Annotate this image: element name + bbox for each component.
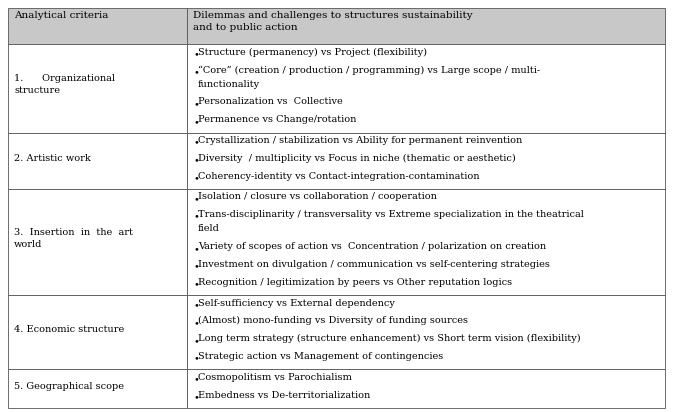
Text: •: • [194, 301, 200, 310]
Text: Self-sufficiency vs External dependency: Self-sufficiency vs External dependency [198, 299, 394, 307]
Text: Dilemmas and challenges to structures sustainability
and to public action: Dilemmas and challenges to structures su… [192, 11, 472, 32]
Bar [186, 44, 665, 133]
Text: •: • [194, 262, 200, 272]
Text: Isolation / closure vs collaboration / cooperation: Isolation / closure vs collaboration / c… [198, 192, 437, 201]
Text: Coherency-identity vs Contact-integration-contamination: Coherency-identity vs Contact-integratio… [198, 172, 479, 180]
Text: (Almost) mono-funding vs Diversity of funding sources: (Almost) mono-funding vs Diversity of fu… [198, 316, 468, 325]
Text: •: • [194, 118, 200, 127]
Text: •: • [194, 319, 200, 328]
Text: Crystallization / stabilization vs Ability for permanent reinvention: Crystallization / stabilization vs Abili… [198, 136, 522, 145]
Text: •: • [194, 355, 200, 364]
Bar [186, 8, 665, 44]
Bar [8, 370, 186, 408]
Bar [186, 189, 665, 295]
Text: •: • [194, 68, 200, 77]
Text: Investment on divulgation / communication vs self-centering strategies: Investment on divulgation / communicatio… [198, 260, 550, 269]
Text: Cosmopolitism vs Parochialism: Cosmopolitism vs Parochialism [198, 373, 351, 382]
Text: functionality: functionality [198, 80, 260, 89]
Text: Personalization vs  Collective: Personalization vs Collective [198, 98, 343, 106]
Text: •: • [194, 337, 200, 346]
Text: Structure (permanency) vs Project (flexibility): Structure (permanency) vs Project (flexi… [198, 48, 427, 57]
Text: •: • [194, 281, 200, 289]
Text: Permanence vs Change/rotation: Permanence vs Change/rotation [198, 115, 356, 124]
Text: Embedness vs De-territorialization: Embedness vs De-territorialization [198, 391, 370, 400]
Text: •: • [194, 375, 200, 384]
Bar [186, 370, 665, 408]
Text: “Core” (creation / production / programming) vs Large scope / multi-: “Core” (creation / production / programm… [198, 66, 540, 75]
Bar [8, 133, 186, 189]
Text: 2. Artistic work: 2. Artistic work [14, 154, 91, 163]
Text: Strategic action vs Management of contingencies: Strategic action vs Management of contin… [198, 352, 443, 361]
Text: •: • [194, 393, 200, 402]
Bar [8, 8, 186, 44]
Bar [8, 44, 186, 133]
Text: •: • [194, 50, 200, 59]
Text: •: • [194, 100, 200, 109]
Text: 5. Geographical scope: 5. Geographical scope [14, 382, 124, 391]
Text: Long term strategy (structure enhancement) vs Short term vision (flexibility): Long term strategy (structure enhancemen… [198, 334, 580, 343]
Bar [186, 133, 665, 189]
Text: •: • [194, 138, 200, 147]
Text: •: • [194, 195, 200, 204]
Bar [186, 295, 665, 370]
Text: 4. Economic structure: 4. Economic structure [14, 325, 125, 334]
Text: Variety of scopes of action vs  Concentration / polarization on creation: Variety of scopes of action vs Concentra… [198, 242, 546, 251]
Text: •: • [194, 213, 200, 222]
Text: field: field [198, 225, 219, 233]
Text: Analytical criteria: Analytical criteria [14, 11, 108, 20]
Text: 3.  Insertion  in  the  art
world: 3. Insertion in the art world [14, 228, 133, 249]
Text: 1.      Organizational
structure: 1. Organizational structure [14, 74, 115, 95]
Bar [8, 189, 186, 295]
Text: Recognition / legitimization by peers vs Other reputation logics: Recognition / legitimization by peers vs… [198, 278, 512, 287]
Bar [8, 295, 186, 370]
Text: •: • [194, 157, 200, 165]
Text: Trans-disciplinarity / transversality vs Extreme specialization in the theatrica: Trans-disciplinarity / transversality vs… [198, 210, 583, 219]
Text: •: • [194, 174, 200, 183]
Text: •: • [194, 245, 200, 254]
Text: Diversity  / multiplicity vs Focus in niche (thematic or aesthetic): Diversity / multiplicity vs Focus in nic… [198, 154, 516, 163]
